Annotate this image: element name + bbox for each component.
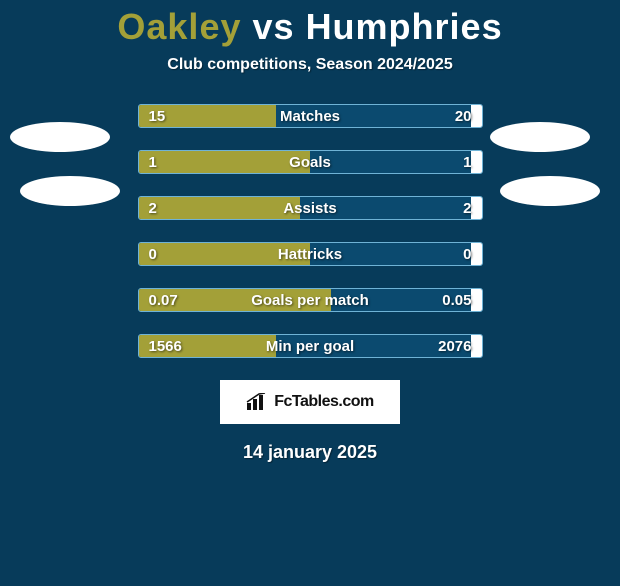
brand-text: FcTables.com bbox=[274, 393, 374, 411]
stat-value-right: 2076 bbox=[438, 335, 471, 357]
stat-value-left: 1 bbox=[149, 151, 157, 173]
comparison-rows: 1520Matches11Goals22Assists00Hattricks0.… bbox=[138, 104, 483, 358]
stat-row: 22Assists bbox=[138, 196, 483, 220]
stat-value-right: 2 bbox=[463, 197, 471, 219]
brand-badge: FcTables.com bbox=[220, 380, 400, 424]
page-title: Oakley vs Humphries bbox=[0, 6, 620, 48]
stat-fill-right bbox=[471, 289, 481, 311]
stat-value-right: 0 bbox=[463, 243, 471, 265]
team-logo-placeholder bbox=[10, 122, 110, 152]
stat-fill-left bbox=[139, 243, 311, 265]
stat-value-left: 1566 bbox=[149, 335, 182, 357]
team-logo-placeholder bbox=[20, 176, 120, 206]
stat-value-left: 2 bbox=[149, 197, 157, 219]
stat-value-right: 1 bbox=[463, 151, 471, 173]
team-logo-placeholder bbox=[490, 122, 590, 152]
title-vs: vs bbox=[253, 6, 295, 47]
stat-fill-right bbox=[471, 335, 481, 357]
stat-row: 1520Matches bbox=[138, 104, 483, 128]
title-player1: Oakley bbox=[117, 6, 241, 47]
date-label: 14 january 2025 bbox=[0, 442, 620, 463]
stat-value-right: 0.05 bbox=[442, 289, 471, 311]
stat-row: 11Goals bbox=[138, 150, 483, 174]
stat-row: 15662076Min per goal bbox=[138, 334, 483, 358]
stat-fill-right bbox=[471, 243, 481, 265]
stat-value-right: 20 bbox=[455, 105, 472, 127]
stat-fill-right bbox=[471, 105, 481, 127]
stat-row: 0.070.05Goals per match bbox=[138, 288, 483, 312]
stat-fill-left bbox=[139, 197, 300, 219]
stat-value-left: 15 bbox=[149, 105, 166, 127]
stat-fill-right bbox=[471, 197, 481, 219]
stat-row: 00Hattricks bbox=[138, 242, 483, 266]
subtitle: Club competitions, Season 2024/2025 bbox=[0, 56, 620, 74]
title-player2: Humphries bbox=[306, 6, 503, 47]
stat-value-left: 0.07 bbox=[149, 289, 178, 311]
stat-fill-right bbox=[471, 151, 481, 173]
team-logo-placeholder bbox=[500, 176, 600, 206]
stat-value-left: 0 bbox=[149, 243, 157, 265]
bar-chart-icon bbox=[246, 393, 268, 411]
stat-fill-left bbox=[139, 151, 311, 173]
